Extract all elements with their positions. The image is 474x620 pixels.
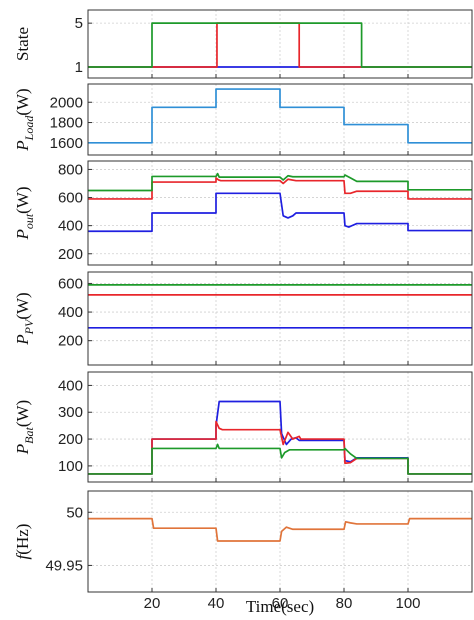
y-tick-label: 600 xyxy=(58,190,83,207)
y-label-main: f xyxy=(13,552,32,559)
y-label-main: State xyxy=(13,27,32,61)
y-axis-label: PBat(W) xyxy=(13,400,36,455)
y-tick-label: 1600 xyxy=(50,135,83,152)
y-label-unit: (W) xyxy=(13,186,32,213)
y-tick-label: 50 xyxy=(66,504,83,521)
y-label-subscript: PV xyxy=(22,318,36,335)
y-label-subscript: out xyxy=(22,213,36,229)
series-line-1 xyxy=(88,88,472,144)
plot-frame xyxy=(87,371,473,483)
series-line-2 xyxy=(88,177,472,200)
y-tick-label: 400 xyxy=(58,218,83,235)
y-label-unit: (Hz) xyxy=(13,524,32,555)
y-axis-label: Pout(W) xyxy=(13,186,36,240)
y-label-unit: (W) xyxy=(13,400,32,427)
y-label-subscript: Load xyxy=(22,115,36,142)
panel-6: 20 40 60 80 100 49.95 50 f(Hz) xyxy=(13,490,473,612)
plot-frame xyxy=(87,490,473,593)
series-line-3 xyxy=(88,22,472,68)
series-line-1 xyxy=(88,517,472,542)
y-label-main: P xyxy=(13,140,32,151)
y-label-main: P xyxy=(13,334,32,345)
y-tick-label: 1 xyxy=(75,59,83,76)
y-tick-label: 2000 xyxy=(50,94,83,111)
x-axis-label: Time(sec) xyxy=(246,597,314,616)
panel-2: 1600 1800 2000 PLoad(W) xyxy=(13,83,473,156)
plot-frame xyxy=(87,83,473,156)
series-line-1 xyxy=(88,192,472,233)
x-tick-label: 40 xyxy=(208,595,225,612)
y-tick-label: 300 xyxy=(58,404,83,421)
y-label-unit: (W) xyxy=(13,292,32,319)
y-tick-label: 5 xyxy=(75,15,83,32)
y-tick-label: 400 xyxy=(58,304,83,321)
chart-panels: 15State160018002000PLoad(W)200400600800P… xyxy=(13,9,473,612)
y-tick-label: 200 xyxy=(58,246,83,263)
y-label-subscript: Bat xyxy=(22,426,36,443)
panel-1: 1 5 State xyxy=(13,9,473,79)
series-line-3 xyxy=(88,172,472,192)
y-tick-label: 400 xyxy=(58,377,83,394)
y-tick-label: 600 xyxy=(58,275,83,292)
plot-frame xyxy=(87,271,473,366)
y-axis-label: f(Hz) xyxy=(13,524,32,560)
x-tick-label: 80 xyxy=(336,595,353,612)
y-tick-label: 200 xyxy=(58,431,83,448)
panel-5: 100 200 300 400 PBat(W) xyxy=(13,371,473,483)
y-axis-label: PLoad(W) xyxy=(13,88,36,151)
series-line-2 xyxy=(88,22,472,68)
y-tick-label: 49.95 xyxy=(45,557,83,574)
panel-4: 200 400 600 PPV(W) xyxy=(13,271,473,366)
y-tick-label: 200 xyxy=(58,333,83,350)
x-tick-label: 100 xyxy=(395,595,420,612)
plot-frame xyxy=(87,9,473,79)
y-tick-label: 1800 xyxy=(50,115,83,132)
y-label-main: P xyxy=(13,229,32,240)
y-label-main: P xyxy=(13,444,32,455)
series-line-2 xyxy=(88,420,472,475)
panel-3: 200 400 600 800 Pout(W) xyxy=(13,160,473,266)
plot-frame xyxy=(87,160,473,266)
y-axis-label: State xyxy=(13,27,32,61)
series-line-3 xyxy=(88,443,472,475)
y-tick-label: 100 xyxy=(58,458,83,475)
x-tick-label: 20 xyxy=(144,595,161,612)
y-axis-label: PPV(W) xyxy=(13,292,36,345)
y-tick-label: 800 xyxy=(58,161,83,178)
y-label-unit: (W) xyxy=(13,88,32,115)
x-tick-label: 60 xyxy=(272,595,289,612)
